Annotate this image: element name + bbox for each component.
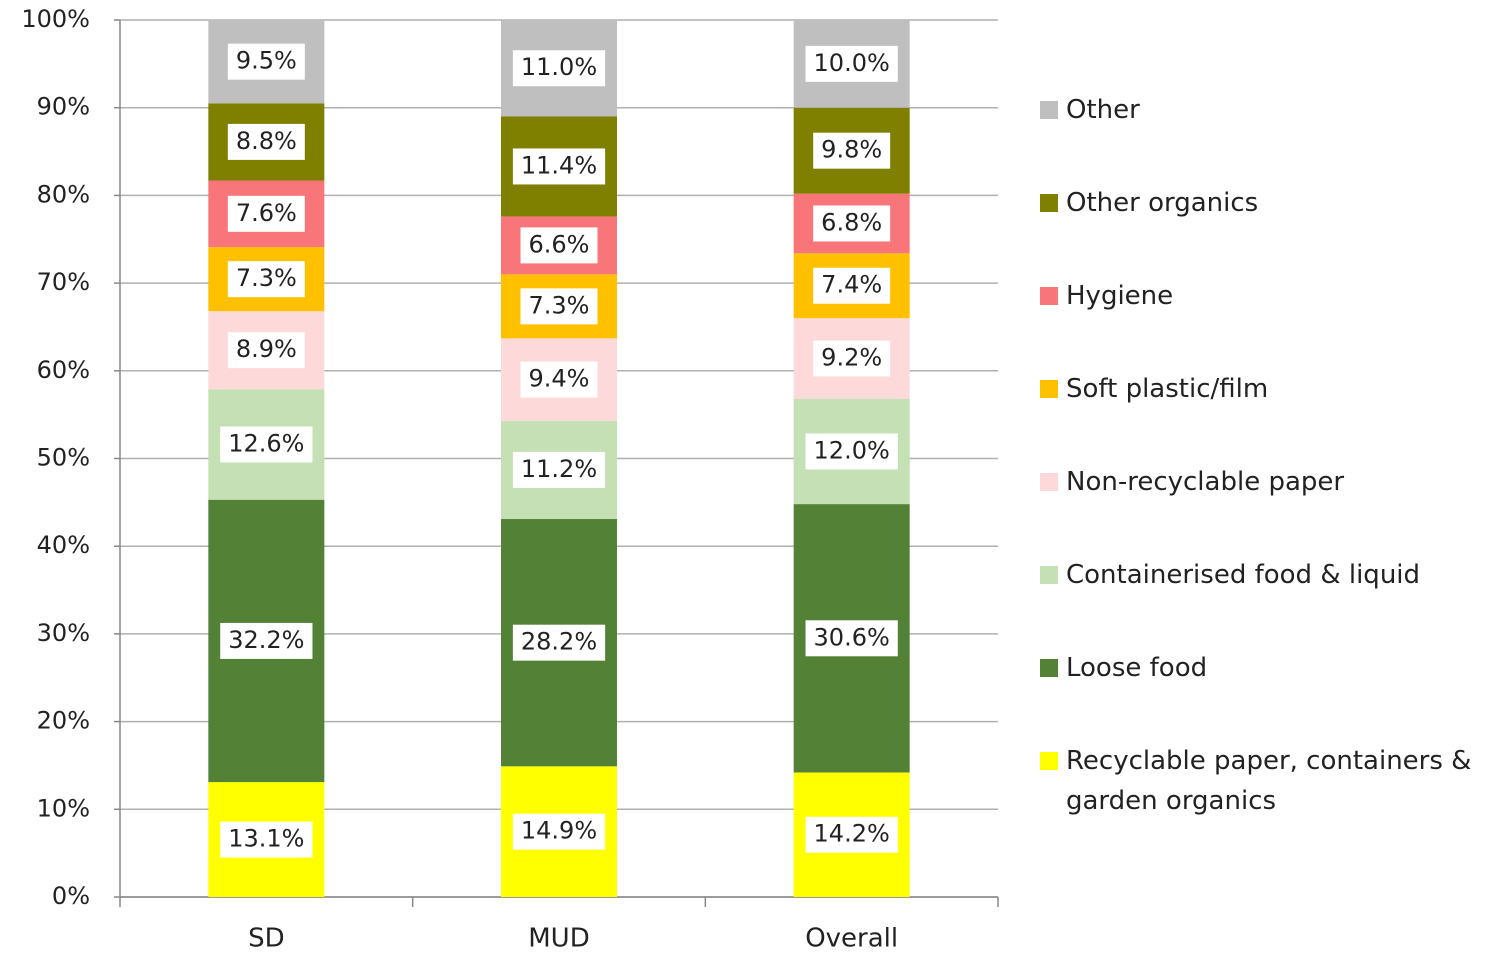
y-tick-label: 30% (37, 619, 90, 647)
data-label: 11.0% (521, 53, 597, 81)
y-tick-label: 50% (37, 444, 90, 472)
data-label: 7.3% (236, 264, 297, 292)
data-label: 10.0% (814, 49, 890, 77)
legend-item: Other (1040, 90, 1486, 130)
legend-item: Containerised food & liquid (1040, 555, 1486, 595)
legend-swatch (1040, 752, 1058, 770)
data-label-box (227, 123, 305, 160)
data-label-box (227, 195, 305, 232)
data-label: 11.4% (521, 151, 597, 179)
y-tick-label: 20% (37, 707, 90, 735)
data-label: 7.6% (236, 199, 297, 227)
data-label: 6.8% (821, 208, 882, 236)
y-tick-label: 70% (37, 268, 90, 296)
data-label: 28.2% (521, 628, 597, 656)
data-label-box (512, 624, 606, 661)
legend-swatch (1040, 287, 1058, 305)
legend-swatch (1040, 659, 1058, 677)
legend-swatch (1040, 101, 1058, 119)
data-label-box (813, 267, 891, 304)
data-label-box (512, 148, 606, 185)
data-label-box (227, 332, 305, 369)
legend-label: Hygiene (1066, 281, 1174, 311)
legend-label: Loose food (1066, 653, 1208, 683)
data-label: 8.9% (236, 335, 297, 363)
data-label-box (227, 261, 305, 298)
legend-item: Hygiene (1040, 276, 1486, 316)
y-tick-label: 90% (37, 93, 90, 121)
data-label: 8.8% (236, 127, 297, 155)
x-tick-label: MUD (528, 924, 589, 954)
legend-item: Soft plastic/film (1040, 369, 1486, 409)
legend-label: Soft plastic/film (1066, 374, 1269, 404)
data-label: 14.2% (814, 820, 890, 848)
data-label-box (220, 426, 313, 463)
data-label-box (805, 620, 898, 657)
data-label: 9.4% (529, 365, 590, 393)
data-label: 9.2% (821, 344, 882, 372)
legend-label: Non-recyclable paper (1066, 467, 1345, 497)
data-label-box (220, 622, 313, 659)
data-label: 30.6% (814, 623, 890, 651)
data-label-box (520, 227, 598, 264)
legend-swatch (1040, 194, 1058, 212)
legend-label: Containerised food & liquid (1066, 560, 1421, 590)
x-tick-label: SD (248, 924, 285, 954)
legend-item: Loose food (1040, 648, 1486, 688)
legend-swatch (1040, 380, 1058, 398)
legend-swatch (1040, 473, 1058, 491)
legend-label: Other organics (1066, 188, 1259, 218)
legend-item: Recyclable paper, containers & garden or… (1040, 741, 1486, 821)
y-tick-label: 40% (37, 531, 90, 559)
legend-item: Other organics (1040, 183, 1486, 223)
data-label-box (805, 816, 898, 853)
y-tick-label: 0% (52, 882, 90, 910)
data-label-box (512, 451, 606, 488)
data-label: 9.5% (236, 47, 297, 75)
y-tick-label: 100% (21, 5, 90, 33)
y-tick-label: 80% (37, 180, 90, 208)
data-label-box (805, 45, 898, 82)
x-tick-label: Overall (805, 924, 898, 954)
data-label: 12.0% (814, 436, 890, 464)
data-label: 32.2% (228, 626, 304, 654)
data-label-box (520, 361, 598, 398)
data-label-box (805, 433, 898, 470)
data-label: 7.3% (529, 291, 590, 319)
data-label-box (520, 288, 598, 325)
legend-label: Other (1066, 95, 1140, 125)
legend-label: Recyclable paper, containers & garden or… (1066, 746, 1472, 816)
data-label: 11.2% (521, 455, 597, 483)
data-label: 13.1% (228, 825, 304, 853)
data-label-box (813, 132, 891, 169)
data-label: 12.6% (228, 429, 304, 457)
legend-item: Non-recyclable paper (1040, 462, 1486, 502)
data-label: 14.9% (521, 817, 597, 845)
data-label-box (813, 205, 891, 242)
data-label: 9.8% (821, 136, 882, 164)
y-tick-label: 60% (37, 356, 90, 384)
data-label: 6.6% (529, 230, 590, 258)
data-label: 7.4% (821, 271, 882, 299)
data-label-box (512, 813, 606, 850)
data-label-box (227, 43, 305, 80)
data-label-box (813, 340, 891, 377)
data-label-box (512, 50, 606, 87)
y-tick-label: 10% (37, 794, 90, 822)
legend-swatch (1040, 566, 1058, 584)
data-label-box (220, 821, 313, 858)
